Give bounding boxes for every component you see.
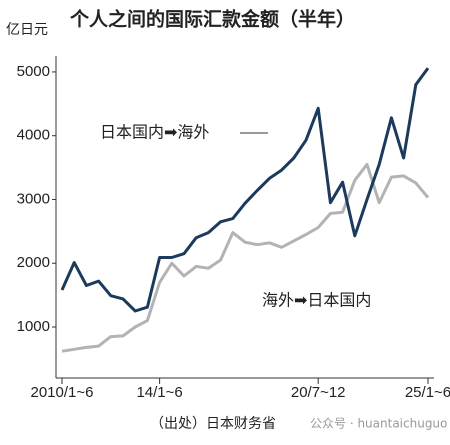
y-tick-label: 5000	[17, 63, 50, 80]
x-tick-label: 25/1~6	[405, 384, 450, 401]
x-tick-label: 14/1~6	[136, 384, 182, 401]
y-tick-label: 3000	[17, 190, 50, 207]
watermark: 公众号 · huantaichuguo	[310, 417, 447, 431]
line-series	[61, 162, 430, 353]
chart-title: 个人之间的国际汇款金额（半年）	[69, 8, 355, 31]
series-label: 海外➡日本国内	[262, 291, 371, 310]
x-tick-label: 20/7~12	[291, 384, 346, 401]
y-axis-label: 亿日元	[6, 22, 48, 38]
x-tick-label: 2010/1~6	[31, 384, 94, 401]
source: （出处）日本财务省	[150, 416, 276, 432]
y-tick-label: 4000	[17, 127, 50, 144]
series-label: 日本国内➡海外	[100, 123, 209, 142]
y-tick-label: 2000	[17, 254, 50, 271]
y-tick-label: 1000	[17, 318, 50, 335]
line-series	[60, 67, 430, 313]
